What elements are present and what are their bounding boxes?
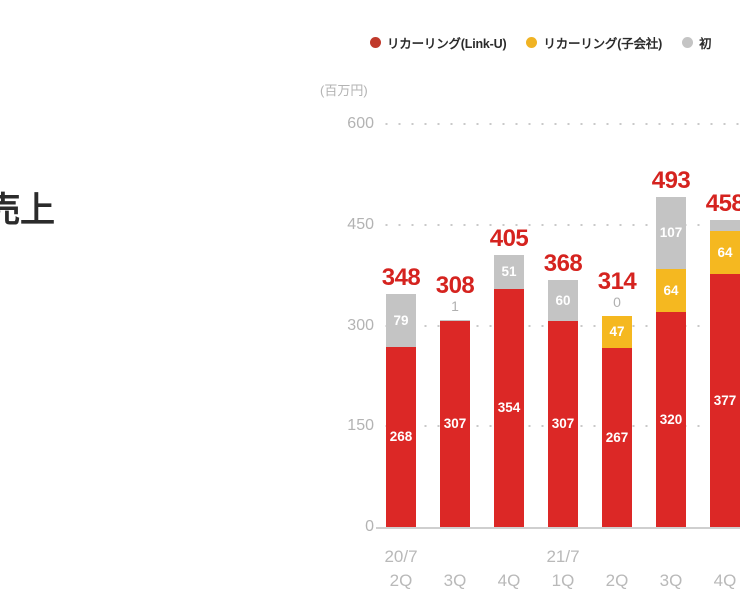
bar-segment-recurring-linku-6: 320 [656, 312, 686, 527]
chart-legend: リカーリング(Link-U) リカーリング(子会社) 初 [370, 33, 712, 52]
bar-segment-value: 377 [713, 392, 737, 408]
recurring-revenue-chart: (百万円) 0 150 300 450 600 268 79 348 2Q 307 1 308 3Q 35… [310, 75, 740, 600]
bar-segment-value: 64 [663, 282, 679, 298]
bar-segment-value: 307 [551, 416, 575, 432]
x-axis-period-label-1: 20/7 [384, 547, 418, 566]
bar-segment-value: 60 [555, 292, 571, 308]
bar-total-2: 308 [435, 272, 475, 300]
bar-segment-recurring-linku-4: 307 [548, 320, 578, 527]
y-axis-tick-300: 300 [347, 316, 374, 334]
headline-title-1: リング売上 [0, 191, 55, 230]
x-axis-label-6: 3Q [659, 571, 683, 590]
x-axis-label-1: 2Q [389, 571, 413, 590]
bar-segment-value: 51 [501, 264, 517, 280]
x-axis-baseline [376, 527, 740, 529]
legend-item-label: リカーリング(Link-U) [387, 37, 507, 51]
bar-segment-recurring-linku-5: 267 [602, 347, 632, 527]
bar-segment-value: 79 [393, 312, 409, 328]
y-axis-tick-0: 0 [365, 518, 374, 535]
bar-segment-value: 268 [389, 429, 413, 445]
x-axis-label-5: 2Q [605, 571, 629, 590]
bar-total-1: 348 [381, 263, 421, 291]
x-axis-label-7: 4Q [713, 571, 737, 590]
legend-item-1[interactable]: リカーリング(Link-U) [370, 33, 507, 52]
bar-segment-initial-fee-3: 51 [494, 254, 524, 290]
legend-dot-yellow [526, 37, 538, 48]
bar-segment-value: 354 [497, 400, 521, 416]
bar-segment-recurring-linku-2: 307 [440, 320, 470, 527]
y-axis-tick-450: 450 [347, 215, 374, 233]
chart-plot-area: 0 150 300 450 600 268 79 348 2Q 307 1 308 3Q 354 51 405… [310, 75, 740, 600]
bar-segment-recurring-linku-7: 377 [710, 273, 740, 527]
bar-segment-recurring-sub-6: 64 [656, 269, 686, 313]
bar-outside-value-2: 1 [451, 298, 459, 315]
y-axis-tick-600: 600 [347, 115, 374, 132]
gridline-450 [380, 223, 740, 226]
bar-group-5[interactable]: 267 47 0 314 [598, 75, 637, 527]
y-axis-tick-150: 150 [347, 417, 374, 435]
bar-group-4[interactable]: 307 60 368 [544, 75, 583, 527]
bar-segment-initial-fee-4: 60 [548, 280, 578, 321]
x-axis-label-4: 1Q [551, 571, 575, 590]
legend-dot-red [370, 37, 381, 48]
legend-item-label: 初 [699, 37, 712, 51]
bar-group-7[interactable]: 377 64 458 [706, 75, 740, 527]
bar-group-2[interactable]: 307 1 308 [436, 75, 475, 527]
bar-segment-initial-fee-6: 107 [656, 197, 686, 270]
bar-segment-recurring-sub-7: 64 [710, 230, 740, 274]
headline-block-2: 売上 4%で成長 [0, 315, 182, 388]
bar-group-6[interactable]: 320 64 107 493 [652, 75, 691, 527]
legend-item-3[interactable]: 初 [682, 33, 712, 52]
bar-segment-value: 47 [609, 324, 625, 340]
chart-unit-label: (百万円) [320, 83, 368, 98]
gridline-600 [380, 123, 740, 125]
bar-segment-initial-fee-1: 79 [386, 293, 416, 347]
bar-segment-initial-fee-2 [440, 320, 470, 321]
bar-segment-value: 320 [659, 411, 683, 427]
headline-sub-1: 過去最高 [0, 241, 182, 265]
headline-sub-2: 4%で成長 [0, 367, 182, 388]
bar-segment-value: 307 [443, 416, 467, 432]
bar-total-7: 458 [705, 190, 740, 218]
bar-total-6: 493 [651, 167, 691, 195]
x-axis-period-label-2: 21/7 [546, 547, 580, 566]
legend-item-2[interactable]: リカーリング(子会社) [526, 33, 662, 52]
bar-total-4: 368 [543, 250, 583, 278]
bar-total-3: 405 [489, 224, 529, 252]
bar-total-5: 314 [597, 268, 637, 296]
bar-group-1[interactable]: 268 79 348 [382, 75, 421, 527]
headline-title-2: 売上 [0, 315, 182, 357]
bar-group-3[interactable]: 354 51 405 [490, 75, 529, 527]
legend-dot-gray [682, 37, 694, 48]
headline-block-1: リング売上 過去最高 [0, 190, 182, 265]
bar-segment-value: 107 [659, 225, 683, 241]
x-axis-label-2: 3Q [443, 571, 467, 590]
bar-segment-recurring-linku-1: 268 [386, 346, 416, 527]
bar-segment-initial-fee-7 [710, 220, 740, 231]
x-axis-label-3: 4Q [497, 571, 521, 590]
bar-segment-value: 267 [605, 429, 629, 445]
bar-outside-value-5: 0 [613, 294, 621, 311]
bar-segment-recurring-sub-5: 47 [602, 316, 632, 348]
legend-item-label: リカーリング(子会社) [543, 37, 663, 51]
bar-segment-recurring-linku-3: 354 [494, 289, 524, 527]
bar-segment-value: 64 [717, 244, 733, 260]
